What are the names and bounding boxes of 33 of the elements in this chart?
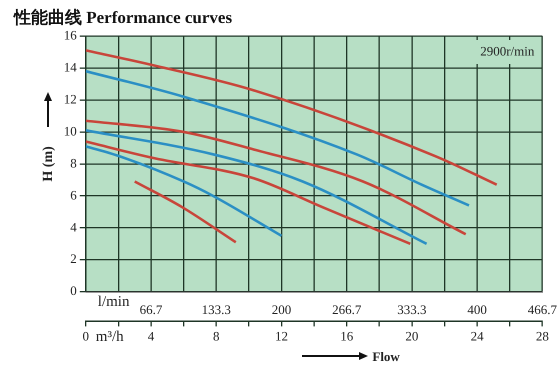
annotation: 2900r/min [480,43,535,58]
x-tick-label: 24 [470,328,484,344]
x2-tick-label: 200 [272,302,292,318]
y-tick-label: 0 [70,283,77,298]
y-tick-label: 14 [64,59,78,74]
x2-tick-label: 466.7 [528,302,558,318]
line-series [86,119,468,236]
x2-tick-label: 333.3 [397,302,426,318]
x-tick-label: 28 [536,328,549,344]
line-series [86,70,470,207]
chart-title: 性能曲线 Performance curves [14,7,232,29]
x2-tick-label: 266.7 [332,302,362,318]
x2-axis-title: l/min [98,294,130,310]
x-tick-label: 16 [340,328,354,344]
x2-tick-label: 400 [467,302,487,318]
x-axis-title: Flow [372,348,400,364]
y-tick-label: 2 [70,251,77,266]
x-tick-label: 4 [148,328,155,344]
y-tick-label: 4 [70,219,78,234]
x2-tick-label: 66.7 [140,302,163,318]
x-tick-label: 8 [213,328,220,344]
y-axis-title: H (m) [41,146,56,182]
y-tick-label: 8 [70,155,77,170]
y-tick-label: 16 [64,27,78,42]
text: m³/h [96,328,124,345]
y-tick-label: 12 [64,91,77,106]
x2-tick-label: 133.3 [202,302,231,318]
line-series [86,145,283,238]
x-tick-label: 0 [82,328,90,344]
y-tick-label: 10 [64,123,77,138]
x-tick-label: 20 [405,328,418,344]
y-tick-label: 6 [70,187,78,202]
x-tick-label: 12 [274,328,288,344]
